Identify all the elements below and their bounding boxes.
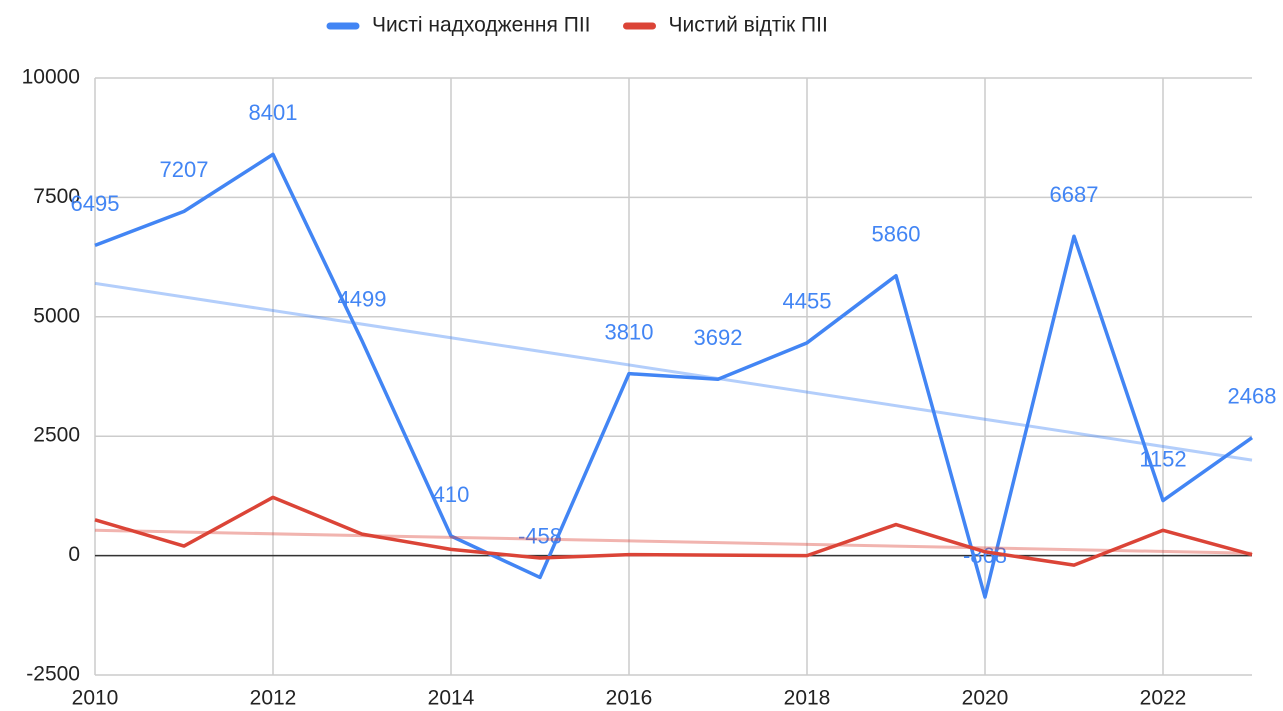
- data-label: 4499: [338, 287, 387, 312]
- data-label: 6495: [71, 191, 120, 216]
- data-label: 410: [433, 482, 470, 507]
- y-tick-label: 5000: [33, 304, 80, 327]
- data-label: 1152: [1139, 446, 1186, 471]
- legend-label: Чисті надходження ПІІ: [372, 14, 591, 37]
- trendline: [94, 528, 1253, 555]
- data-label: 4455: [783, 289, 832, 314]
- data-label: 6687: [1050, 182, 1099, 207]
- x-tick-label: 2018: [784, 687, 831, 710]
- data-label: 2468: [1228, 384, 1277, 409]
- data-label: 8401: [249, 100, 298, 125]
- x-tick-label: 2014: [428, 687, 475, 710]
- x-tick-label: 2016: [606, 687, 653, 710]
- y-tick-label: 10000: [22, 66, 80, 89]
- y-tick-label: 0: [68, 543, 80, 566]
- data-label: 5860: [872, 222, 921, 247]
- y-tick-label: 2500: [33, 424, 80, 447]
- data-label: 3692: [694, 325, 743, 350]
- x-tick-label: 2012: [250, 687, 297, 710]
- x-tick-label: 2022: [1140, 687, 1187, 710]
- legend-label: Чистий відтік ПІІ: [669, 14, 828, 37]
- series-line: [94, 495, 1253, 567]
- y-tick-label: -2500: [26, 663, 80, 686]
- y-tick-label: 7500: [33, 185, 80, 208]
- data-label: 7207: [160, 157, 209, 182]
- trendline: [94, 281, 1253, 462]
- x-tick-label: 2010: [72, 687, 119, 710]
- x-tick-label: 2020: [962, 687, 1009, 710]
- data-label: 3810: [605, 319, 654, 344]
- series-line: [94, 152, 1254, 599]
- data-label: -458: [518, 523, 562, 548]
